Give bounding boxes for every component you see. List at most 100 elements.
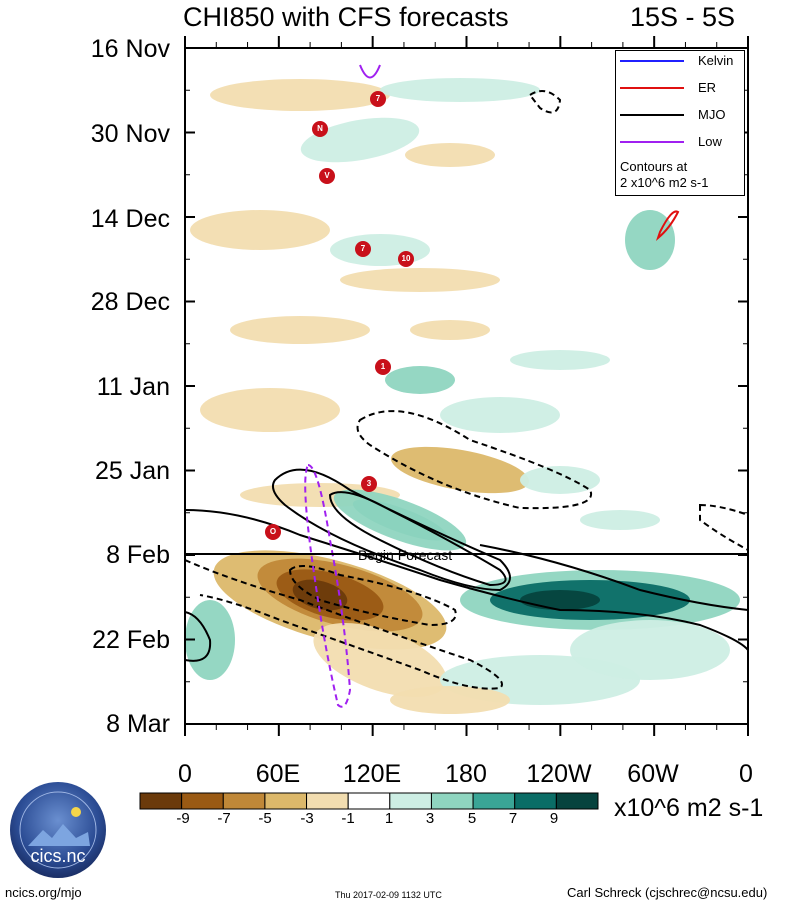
cics-logo: cics.nc: [8, 780, 108, 880]
er-contour: [655, 210, 680, 242]
legend-kelvin-label: Kelvin: [698, 53, 734, 68]
mjo-contour: [699, 503, 748, 552]
colorbar-tick-label: 7: [508, 810, 518, 827]
colorbar-tick-label: 3: [425, 810, 435, 827]
anomaly-region: [570, 620, 730, 680]
legend-kelvin-swatch: [620, 60, 684, 62]
anomaly-region: [292, 579, 348, 611]
anomaly-region: [190, 210, 330, 250]
y-tick-label: 25 Jan: [94, 457, 170, 485]
anomaly-region: [333, 489, 467, 551]
x-tick-label: 60E: [255, 760, 301, 788]
storm-marker: 7: [355, 241, 371, 257]
colorbar-tick-label: 9: [549, 810, 559, 827]
footer-author: Carl Schreck (cjschrec@ncsu.edu): [567, 885, 768, 900]
logo-text: cics.nc: [30, 846, 86, 866]
x-tick-label: 0: [178, 760, 192, 788]
mjo-contour: [272, 468, 511, 592]
y-tick-label: 11 Jan: [96, 373, 170, 401]
anomaly-region: [300, 117, 420, 163]
x-tick-label: 0: [739, 760, 753, 788]
region-label: 15S - 5S: [630, 2, 736, 32]
legend-mjo-swatch: [620, 114, 684, 116]
footer-website[interactable]: ncics.org/mjo: [5, 885, 82, 900]
anomaly-region: [520, 590, 600, 610]
legend-er-swatch: [620, 87, 684, 89]
storm-marker: O: [265, 524, 281, 540]
colorbar-swatch: [347, 792, 391, 810]
y-tick-label: 30 Nov: [90, 120, 170, 148]
legend-er-label: ER: [698, 80, 717, 95]
mjo-contour: [288, 565, 457, 627]
storm-marker: N: [312, 121, 328, 137]
y-tick-label: 8 Feb: [106, 541, 170, 569]
mjo-contour: [185, 509, 748, 651]
colorbar-swatch: [472, 792, 516, 810]
anomaly-field: [185, 48, 748, 724]
anomaly-region: [200, 388, 340, 432]
chart-title: CHI850 with CFS forecasts: [183, 2, 509, 32]
colorbar-swatch: [222, 792, 266, 810]
anomaly-region: [440, 397, 560, 433]
colorbar-tick-label: 5: [467, 810, 477, 827]
mjo-contour: [185, 559, 503, 690]
colorbar-swatch: [306, 792, 349, 810]
y-tick-label: 8 Mar: [106, 710, 170, 738]
storm-marker: 7: [370, 91, 386, 107]
mjo-contour: [185, 611, 212, 662]
mjo-contour: [528, 90, 562, 114]
x-tick-label: 180: [445, 760, 487, 788]
footer-timestamp: Thu 2017-02-09 1132 UTC: [335, 890, 442, 900]
colorbar: [139, 792, 599, 810]
colorbar-swatch: [181, 792, 224, 810]
x-tick-label: 120W: [526, 760, 592, 788]
colorbar-tick-label: 1: [384, 810, 394, 827]
anomaly-region: [380, 78, 540, 102]
colorbar-swatch: [264, 792, 308, 810]
anomaly-region: [625, 210, 675, 270]
y-tick-label: 14 Dec: [90, 205, 170, 233]
anomaly-region: [330, 234, 430, 266]
colorbar-tick-label: -7: [217, 810, 231, 827]
mjo-contour: [328, 491, 507, 587]
colorbar-tick-label: -5: [258, 810, 272, 827]
anomaly-region: [313, 623, 447, 697]
low-contour: [359, 64, 381, 79]
storm-marker: V: [319, 168, 335, 184]
legend-contour-note: Contours at: [620, 159, 688, 174]
y-tick-label: 28 Dec: [90, 288, 170, 316]
anomaly-region: [390, 686, 510, 714]
begin-forecast-label: Begin Forecast: [358, 547, 453, 563]
colorbar-swatch: [430, 792, 474, 810]
anomaly-region: [510, 350, 610, 370]
storm-marker: 10: [398, 251, 414, 267]
anomaly-region: [580, 510, 660, 530]
storm-marker: 3: [361, 476, 377, 492]
anomaly-region: [520, 466, 600, 494]
anomaly-region: [390, 446, 530, 494]
x-tick-label: 120E: [342, 760, 402, 788]
colorbar-swatch: [555, 792, 599, 810]
y-tick-label: 22 Feb: [92, 626, 170, 654]
colorbar-tick-label: -1: [341, 810, 355, 827]
anomaly-region: [405, 143, 495, 167]
anomaly-region: [410, 320, 490, 340]
legend-low-label: Low: [698, 134, 722, 149]
anomaly-region: [385, 366, 455, 394]
legend-box: Kelvin ER MJO Low Contours at 2 x10^6 m2…: [615, 50, 745, 196]
mjo-contour: [356, 410, 593, 510]
low-contour: [304, 463, 352, 708]
colorbar-units: x10^6 m2 s-1: [614, 794, 764, 822]
colorbar-tick-label: -3: [300, 810, 314, 827]
wave-contours: [185, 64, 748, 708]
colorbar-swatch: [389, 792, 432, 810]
colorbar-swatch: [139, 792, 183, 810]
legend-mjo-label: MJO: [698, 107, 726, 122]
x-tick-label: 60W: [627, 760, 679, 788]
anomaly-region: [210, 79, 390, 111]
anomaly-region: [230, 316, 370, 344]
anomaly-region: [340, 268, 500, 292]
legend-low-swatch: [620, 141, 684, 143]
